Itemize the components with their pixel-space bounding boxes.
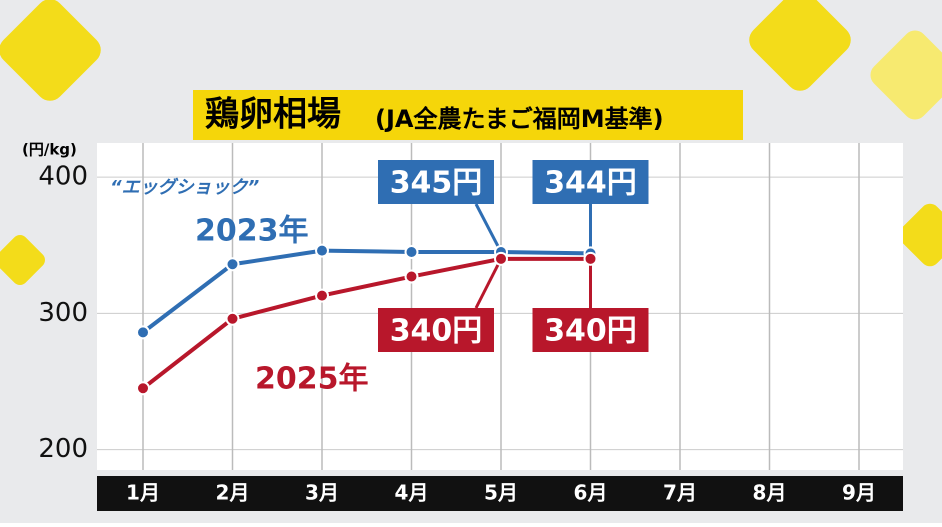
- data-point: [315, 288, 329, 303]
- value-label: 340円: [544, 314, 637, 349]
- data-point: [136, 381, 150, 396]
- y-tick-label: 400: [38, 162, 88, 192]
- series-label: 2023年: [195, 214, 309, 249]
- data-point: [583, 251, 598, 266]
- x-tick-label: 8月: [753, 481, 787, 505]
- background-decoration: [0, 0, 942, 285]
- leader-line: [474, 258, 503, 309]
- x-tick-label: 3月: [305, 481, 339, 505]
- series-line: [141, 256, 591, 390]
- value-label: 345円: [390, 166, 483, 201]
- title-box: [193, 90, 743, 140]
- x-tick-label: 2月: [216, 481, 250, 505]
- x-tick-label: 9月: [842, 481, 876, 505]
- x-tick-label: 6月: [574, 481, 608, 505]
- data-point: [404, 269, 419, 284]
- plot-area: [97, 143, 903, 470]
- value-label: 340円: [390, 314, 483, 349]
- data-point: [404, 245, 419, 259]
- value-label-box: [532, 308, 649, 352]
- y-axis-label: (円/kg): [22, 141, 77, 159]
- data-point: [315, 243, 329, 258]
- value-label-box: [532, 160, 649, 204]
- data-point: [136, 325, 150, 340]
- chart-subtitle: (JA全農たまご福岡M基準): [375, 105, 664, 133]
- data-point: [225, 257, 240, 272]
- data-point: [494, 251, 508, 266]
- annotation: “エッグショック”: [110, 177, 260, 198]
- value-label-box: [378, 160, 494, 204]
- x-tick-label: 5月: [484, 481, 518, 505]
- data-point: [225, 311, 240, 326]
- x-tick-label: 4月: [395, 481, 429, 505]
- chart-title: 鶏卵相場: [205, 95, 341, 135]
- y-tick-label: 200: [38, 434, 88, 464]
- leader-line: [474, 203, 503, 253]
- x-tick-label: 7月: [663, 481, 697, 505]
- y-tick-label: 300: [38, 298, 88, 328]
- x-tick-label: 1月: [126, 481, 160, 505]
- x-axis-band: [97, 476, 903, 511]
- series-line: [141, 248, 591, 334]
- series-label: 2025年: [255, 362, 369, 397]
- value-label-box: [378, 308, 494, 352]
- value-label: 344円: [544, 166, 637, 201]
